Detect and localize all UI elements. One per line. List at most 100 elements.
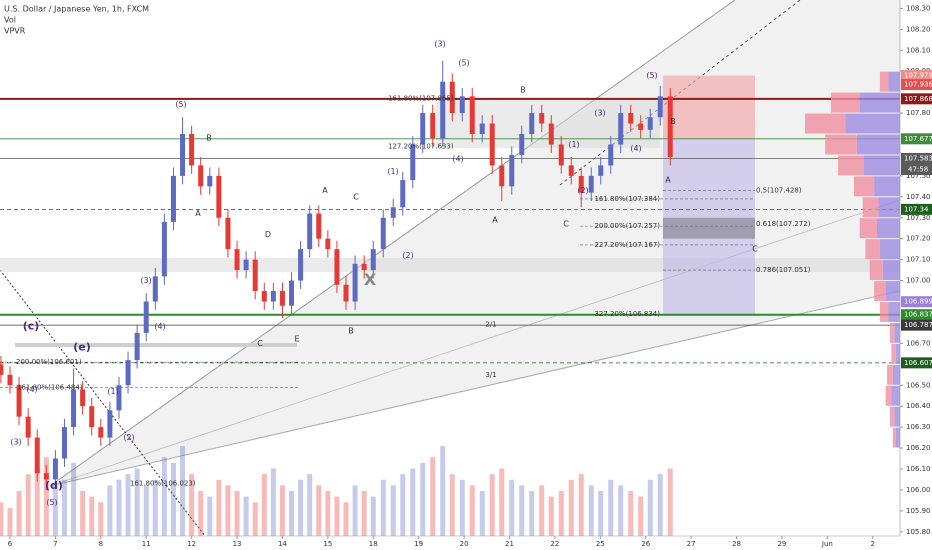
candle-body bbox=[509, 154, 515, 187]
candle-body bbox=[89, 406, 95, 428]
candle-body bbox=[80, 389, 86, 407]
annotation: (4) bbox=[26, 385, 37, 394]
price-label: 107.936 bbox=[904, 81, 932, 89]
price-label: 106.787 bbox=[904, 321, 932, 329]
volume-bar bbox=[578, 474, 584, 536]
volume-bar bbox=[558, 491, 564, 536]
volume-bar bbox=[449, 474, 455, 536]
x-tick-label: 8 bbox=[99, 540, 103, 548]
price-label: 107.979 bbox=[904, 72, 932, 80]
vpvr-up bbox=[882, 260, 900, 281]
volume-bar bbox=[598, 491, 604, 536]
annotation: (4) bbox=[452, 155, 463, 164]
volume-bar bbox=[657, 474, 663, 536]
vpvr-up bbox=[888, 302, 900, 322]
volume-bar bbox=[440, 446, 446, 536]
price-label-box bbox=[901, 319, 932, 331]
vpvr-down bbox=[887, 364, 893, 385]
volume-bar bbox=[180, 446, 186, 536]
volume-bar bbox=[125, 474, 131, 536]
countdown-box bbox=[901, 163, 932, 175]
candle-body bbox=[568, 165, 574, 176]
price-label: 106.607 bbox=[904, 359, 932, 367]
price-label: 107.583 bbox=[904, 154, 932, 162]
vpvr-up bbox=[888, 71, 900, 92]
vpvr-down bbox=[825, 134, 857, 155]
candle-body bbox=[61, 427, 67, 459]
y-tick-label: 108.30 bbox=[906, 4, 931, 12]
y-tick-label: 108.10 bbox=[906, 46, 931, 54]
y-tick-label: 106.50 bbox=[906, 381, 931, 389]
annotation: 3/1 bbox=[485, 371, 496, 379]
indicator-label: Vol bbox=[4, 16, 16, 25]
vpvr-up bbox=[856, 134, 900, 155]
annotation: (d) bbox=[45, 479, 63, 492]
volume-bar bbox=[568, 479, 574, 536]
annotation: B bbox=[670, 117, 676, 126]
y-tick-label: 106.00 bbox=[906, 486, 931, 494]
y-tick-label: 107.00 bbox=[906, 277, 931, 285]
vpvr-down bbox=[838, 155, 865, 176]
price-label-box bbox=[901, 357, 932, 369]
y-tick-label: 106.30 bbox=[906, 423, 931, 431]
volume-bar bbox=[509, 479, 515, 536]
price-axis bbox=[900, 0, 932, 550]
candle-body bbox=[180, 134, 186, 176]
annotation: (2) bbox=[577, 186, 588, 195]
candle-body bbox=[161, 221, 167, 277]
x-tick-label: 15 bbox=[323, 540, 332, 548]
candle-body bbox=[225, 217, 231, 250]
x-tick-label: 27 bbox=[687, 540, 696, 548]
candle-body bbox=[479, 123, 485, 134]
candle-body bbox=[334, 249, 340, 285]
price-label-box bbox=[901, 70, 932, 82]
annotation: 127.20%(107.633) bbox=[388, 143, 454, 151]
price-label-box bbox=[901, 152, 932, 164]
volume-bar bbox=[459, 479, 465, 536]
countdown: 47:58 bbox=[908, 165, 928, 173]
vpvr-up bbox=[895, 427, 900, 448]
candle-body bbox=[400, 180, 406, 208]
candle-body bbox=[143, 301, 149, 333]
volume-bar bbox=[390, 485, 396, 536]
annotation: A bbox=[665, 176, 671, 185]
candle-body bbox=[647, 117, 653, 130]
y-tick-label: 106.10 bbox=[906, 465, 931, 473]
vpvr-up bbox=[891, 385, 900, 406]
candle-body bbox=[539, 113, 545, 124]
candle-body bbox=[618, 113, 624, 145]
x-tick-label: 25 bbox=[596, 540, 605, 548]
candle-body bbox=[307, 213, 313, 250]
candle-body bbox=[243, 259, 249, 271]
annotation: (5) bbox=[175, 100, 186, 109]
x-tick-label: 2 bbox=[871, 540, 875, 548]
candle-body bbox=[608, 144, 614, 166]
x-tick-label: Jun bbox=[821, 540, 833, 548]
volume-bar bbox=[334, 496, 340, 536]
volume-bar bbox=[107, 485, 113, 536]
price-label-box bbox=[901, 133, 932, 145]
volume-bar bbox=[298, 479, 304, 536]
annotation: A bbox=[195, 209, 201, 218]
vpvr-down bbox=[879, 302, 889, 322]
vpvr-up bbox=[845, 113, 900, 134]
volume-bar bbox=[519, 485, 525, 536]
candle-body bbox=[390, 207, 396, 218]
x-tick-label: 11 bbox=[142, 540, 151, 548]
candle-body bbox=[380, 217, 386, 250]
candle-body bbox=[98, 427, 104, 438]
candle-body bbox=[71, 389, 77, 428]
chart-title: U.S. Dollar / Japanese Yen, 1h, FXCM bbox=[4, 5, 149, 14]
vpvr-up bbox=[874, 176, 900, 197]
price-label-box bbox=[901, 203, 932, 215]
annotation: (1) bbox=[568, 140, 579, 149]
volume-bar bbox=[325, 491, 331, 536]
volume-bar bbox=[618, 485, 624, 536]
volume-bar bbox=[225, 485, 231, 536]
candle-body bbox=[489, 123, 495, 166]
candle-body bbox=[261, 291, 267, 302]
vpvr-down bbox=[853, 176, 875, 197]
y-tick-label: 107.10 bbox=[906, 256, 931, 264]
vpvr-up bbox=[895, 343, 900, 364]
annotation: C bbox=[257, 339, 263, 348]
